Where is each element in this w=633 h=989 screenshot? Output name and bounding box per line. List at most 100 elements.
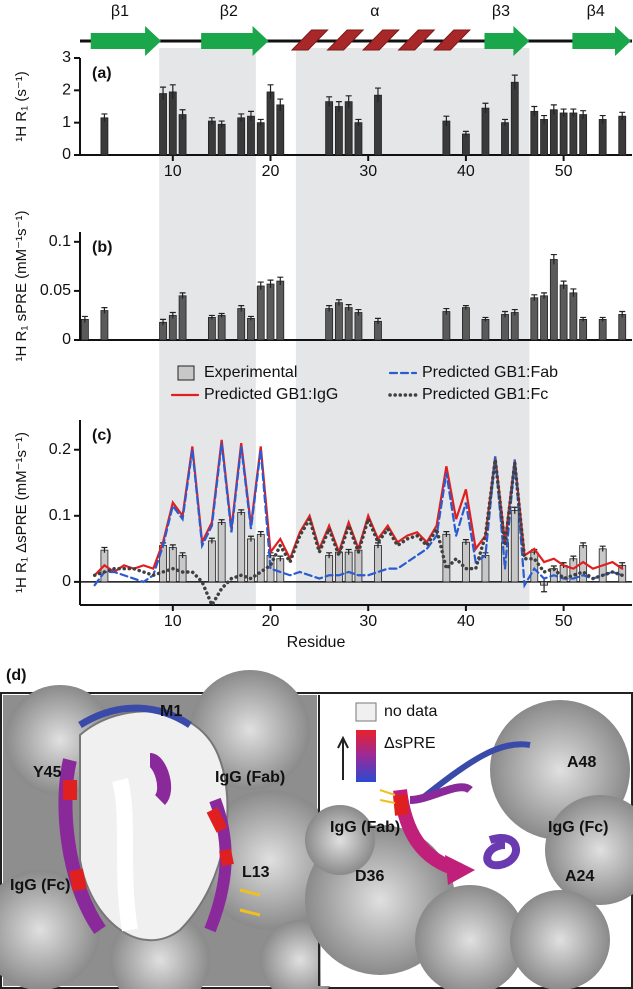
error-bar [619, 562, 626, 568]
bar [266, 283, 275, 341]
error-bar [462, 538, 469, 545]
highlight-band [295, 48, 530, 610]
error-bar [599, 545, 606, 552]
error-bar [462, 130, 469, 137]
bar [247, 115, 255, 156]
bar [530, 297, 539, 341]
error-bar [580, 542, 587, 549]
bar [207, 317, 216, 341]
bar [374, 94, 382, 156]
strand-arrow [484, 26, 530, 56]
error-bar [326, 305, 333, 312]
bar [256, 285, 265, 341]
error-bar [160, 318, 167, 326]
y-axis-label: ¹H R₁ ΔsPRE (mM⁻¹s⁻¹) [13, 432, 30, 593]
bar [276, 280, 285, 341]
bar [178, 114, 187, 156]
error-bar [169, 84, 176, 100]
x-tick-label: 20 [262, 163, 280, 180]
bar [344, 307, 353, 341]
x-tick-label: 20 [262, 613, 280, 630]
error-bar [326, 552, 333, 559]
error-bar [208, 117, 215, 125]
bar [217, 315, 226, 341]
error-bar [345, 95, 352, 108]
error-bar [169, 311, 176, 319]
y-tick-label: 0 [62, 573, 71, 590]
error-bar [374, 87, 381, 103]
error-bar [570, 555, 577, 562]
structure-label: IgG (Fab) [330, 819, 400, 836]
structure-label: β2 [220, 3, 238, 20]
error-bar [218, 312, 225, 318]
bar [540, 119, 548, 156]
x-tick-label: 30 [359, 613, 377, 630]
legend-swatch [355, 702, 377, 722]
error-bar [462, 305, 469, 310]
x-tick-label: 10 [164, 613, 182, 630]
bar [510, 81, 519, 156]
error-bar [560, 108, 567, 117]
panel-label: (a) [92, 65, 112, 82]
bar [325, 101, 334, 156]
bar [481, 318, 490, 341]
bar [510, 312, 519, 341]
bar [549, 109, 558, 156]
bar [159, 93, 167, 156]
bar [237, 308, 246, 341]
error-bar [179, 109, 186, 120]
error-bar [355, 308, 362, 316]
helix-coil [290, 29, 472, 51]
error-bar [101, 307, 108, 314]
error-bar [443, 115, 450, 126]
panel-label: (c) [92, 427, 112, 444]
error-bar [619, 111, 626, 121]
error-bar [267, 84, 274, 100]
legend-text: Predicted GB1:Fc [422, 386, 548, 403]
error-bar [277, 555, 284, 562]
bar [481, 107, 490, 156]
bar [335, 302, 343, 341]
legend-swatch [177, 365, 195, 381]
strand-arrow [90, 26, 162, 56]
x-tick-label: 50 [555, 613, 573, 630]
panel-label: (b) [92, 239, 112, 256]
error-bar [247, 315, 254, 321]
y-tick-label: 0.2 [49, 441, 71, 458]
error-bar [511, 506, 518, 514]
bar [207, 120, 216, 156]
error-bar [169, 544, 176, 551]
error-bar [81, 315, 88, 323]
error-bar [335, 299, 342, 306]
error-bar [374, 542, 381, 549]
error-bar [277, 276, 284, 286]
error-bar [560, 280, 567, 289]
y-axis-label: ¹H R₁ (s⁻¹) [13, 71, 30, 141]
structure-label: IgG (Fc) [10, 877, 70, 894]
structure-label: β3 [492, 3, 510, 20]
y-tick-label: 0 [62, 331, 71, 348]
x-axis-label: Residue [287, 634, 346, 651]
structure-label: A48 [567, 754, 596, 771]
bar [217, 522, 226, 583]
panel-label: (d) [6, 667, 26, 684]
error-bar [482, 102, 489, 113]
bar [168, 91, 177, 156]
error-bar [531, 294, 538, 301]
error-bar [247, 110, 254, 122]
bar [579, 318, 588, 341]
legend-text: no data [384, 703, 437, 720]
error-bar [179, 292, 186, 299]
bar [598, 119, 607, 156]
bar [540, 295, 548, 341]
error-bar [208, 537, 215, 544]
bar [501, 122, 509, 156]
bar [618, 314, 627, 341]
bar [168, 547, 177, 583]
error-bar [335, 101, 342, 112]
bar [598, 318, 607, 341]
plots: β1 β2 α β3 β4 0 1 2 3 10 20 30 40 50 ¹H R₁ (s⁻¹) (a) 0 0.… [13, 3, 632, 651]
bar [276, 104, 285, 156]
